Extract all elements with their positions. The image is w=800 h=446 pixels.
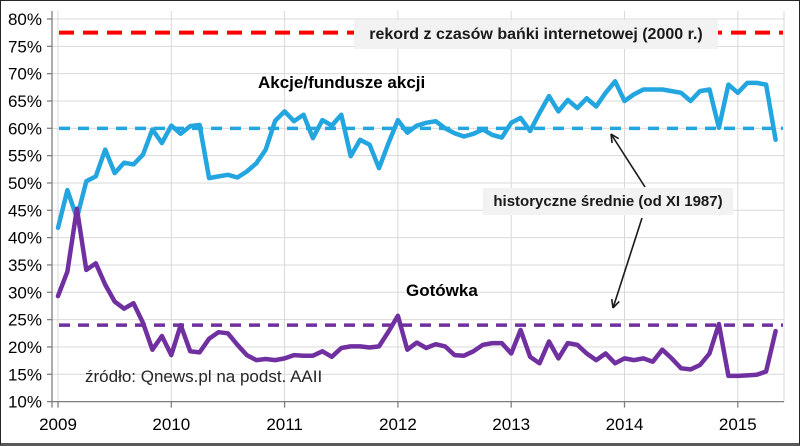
x-tick-label: 2014 (606, 415, 644, 434)
axes (47, 11, 784, 408)
annotation-arrows (610, 133, 646, 309)
gridlines (52, 11, 785, 403)
source-note-text: źródło: Qnews.pl na podst. AAII (85, 367, 323, 386)
y-tick-label: 60% (8, 119, 42, 138)
y-tick-label: 50% (8, 174, 42, 193)
x-tick-label: 2011 (266, 415, 303, 434)
source-note: źródło: Qnews.pl na podst. AAII (85, 367, 322, 387)
y-tick-label: 45% (8, 201, 42, 220)
tick-labels: 10% 15% 20% 25% 30% 35% 40% 45% 50% 55% 60% 65% 70% 7… (8, 10, 757, 434)
y-tick-label: 40% (8, 229, 42, 248)
series-label-cash: Gotówka (406, 281, 478, 301)
stocks-line (55, 79, 778, 231)
y-tick-label: 30% (8, 283, 42, 302)
x-tick-label: 2010 (152, 415, 190, 434)
y-tick-label: 15% (8, 365, 42, 384)
annotation-record-2000-text: rekord z czasów bańki internetowej (2000… (369, 25, 703, 43)
y-tick-label: 25% (8, 311, 42, 330)
y-tick-label: 65% (8, 92, 42, 111)
y-tick-label: 70% (8, 65, 42, 84)
y-tick-label: 75% (8, 37, 42, 56)
cash-line (55, 206, 778, 379)
y-tick-label: 10% (8, 393, 42, 412)
y-tick-label: 35% (8, 256, 42, 275)
annotation-historical-averages: historyczne średnie (od XI 1987) (483, 188, 733, 215)
series-label-stocks-text: Akcje/fundusze akcji (258, 73, 426, 92)
y-tick-label: 55% (8, 147, 42, 166)
x-tick-label: 2009 (39, 415, 77, 434)
annotation-record-2000: rekord z czasów bańki internetowej (2000… (354, 20, 718, 49)
series-label-cash-text: Gotówka (406, 281, 478, 300)
annotation-historical-averages-text: historyczne średnie (od XI 1987) (493, 193, 723, 210)
y-tick-label: 20% (8, 338, 42, 357)
y-tick-label: 80% (8, 10, 42, 29)
series-label-stocks: Akcje/fundusze akcji (258, 73, 425, 93)
x-tick-label: 2013 (492, 415, 530, 434)
x-tick-label: 2012 (379, 415, 417, 434)
x-tick-label: 2015 (719, 415, 757, 434)
